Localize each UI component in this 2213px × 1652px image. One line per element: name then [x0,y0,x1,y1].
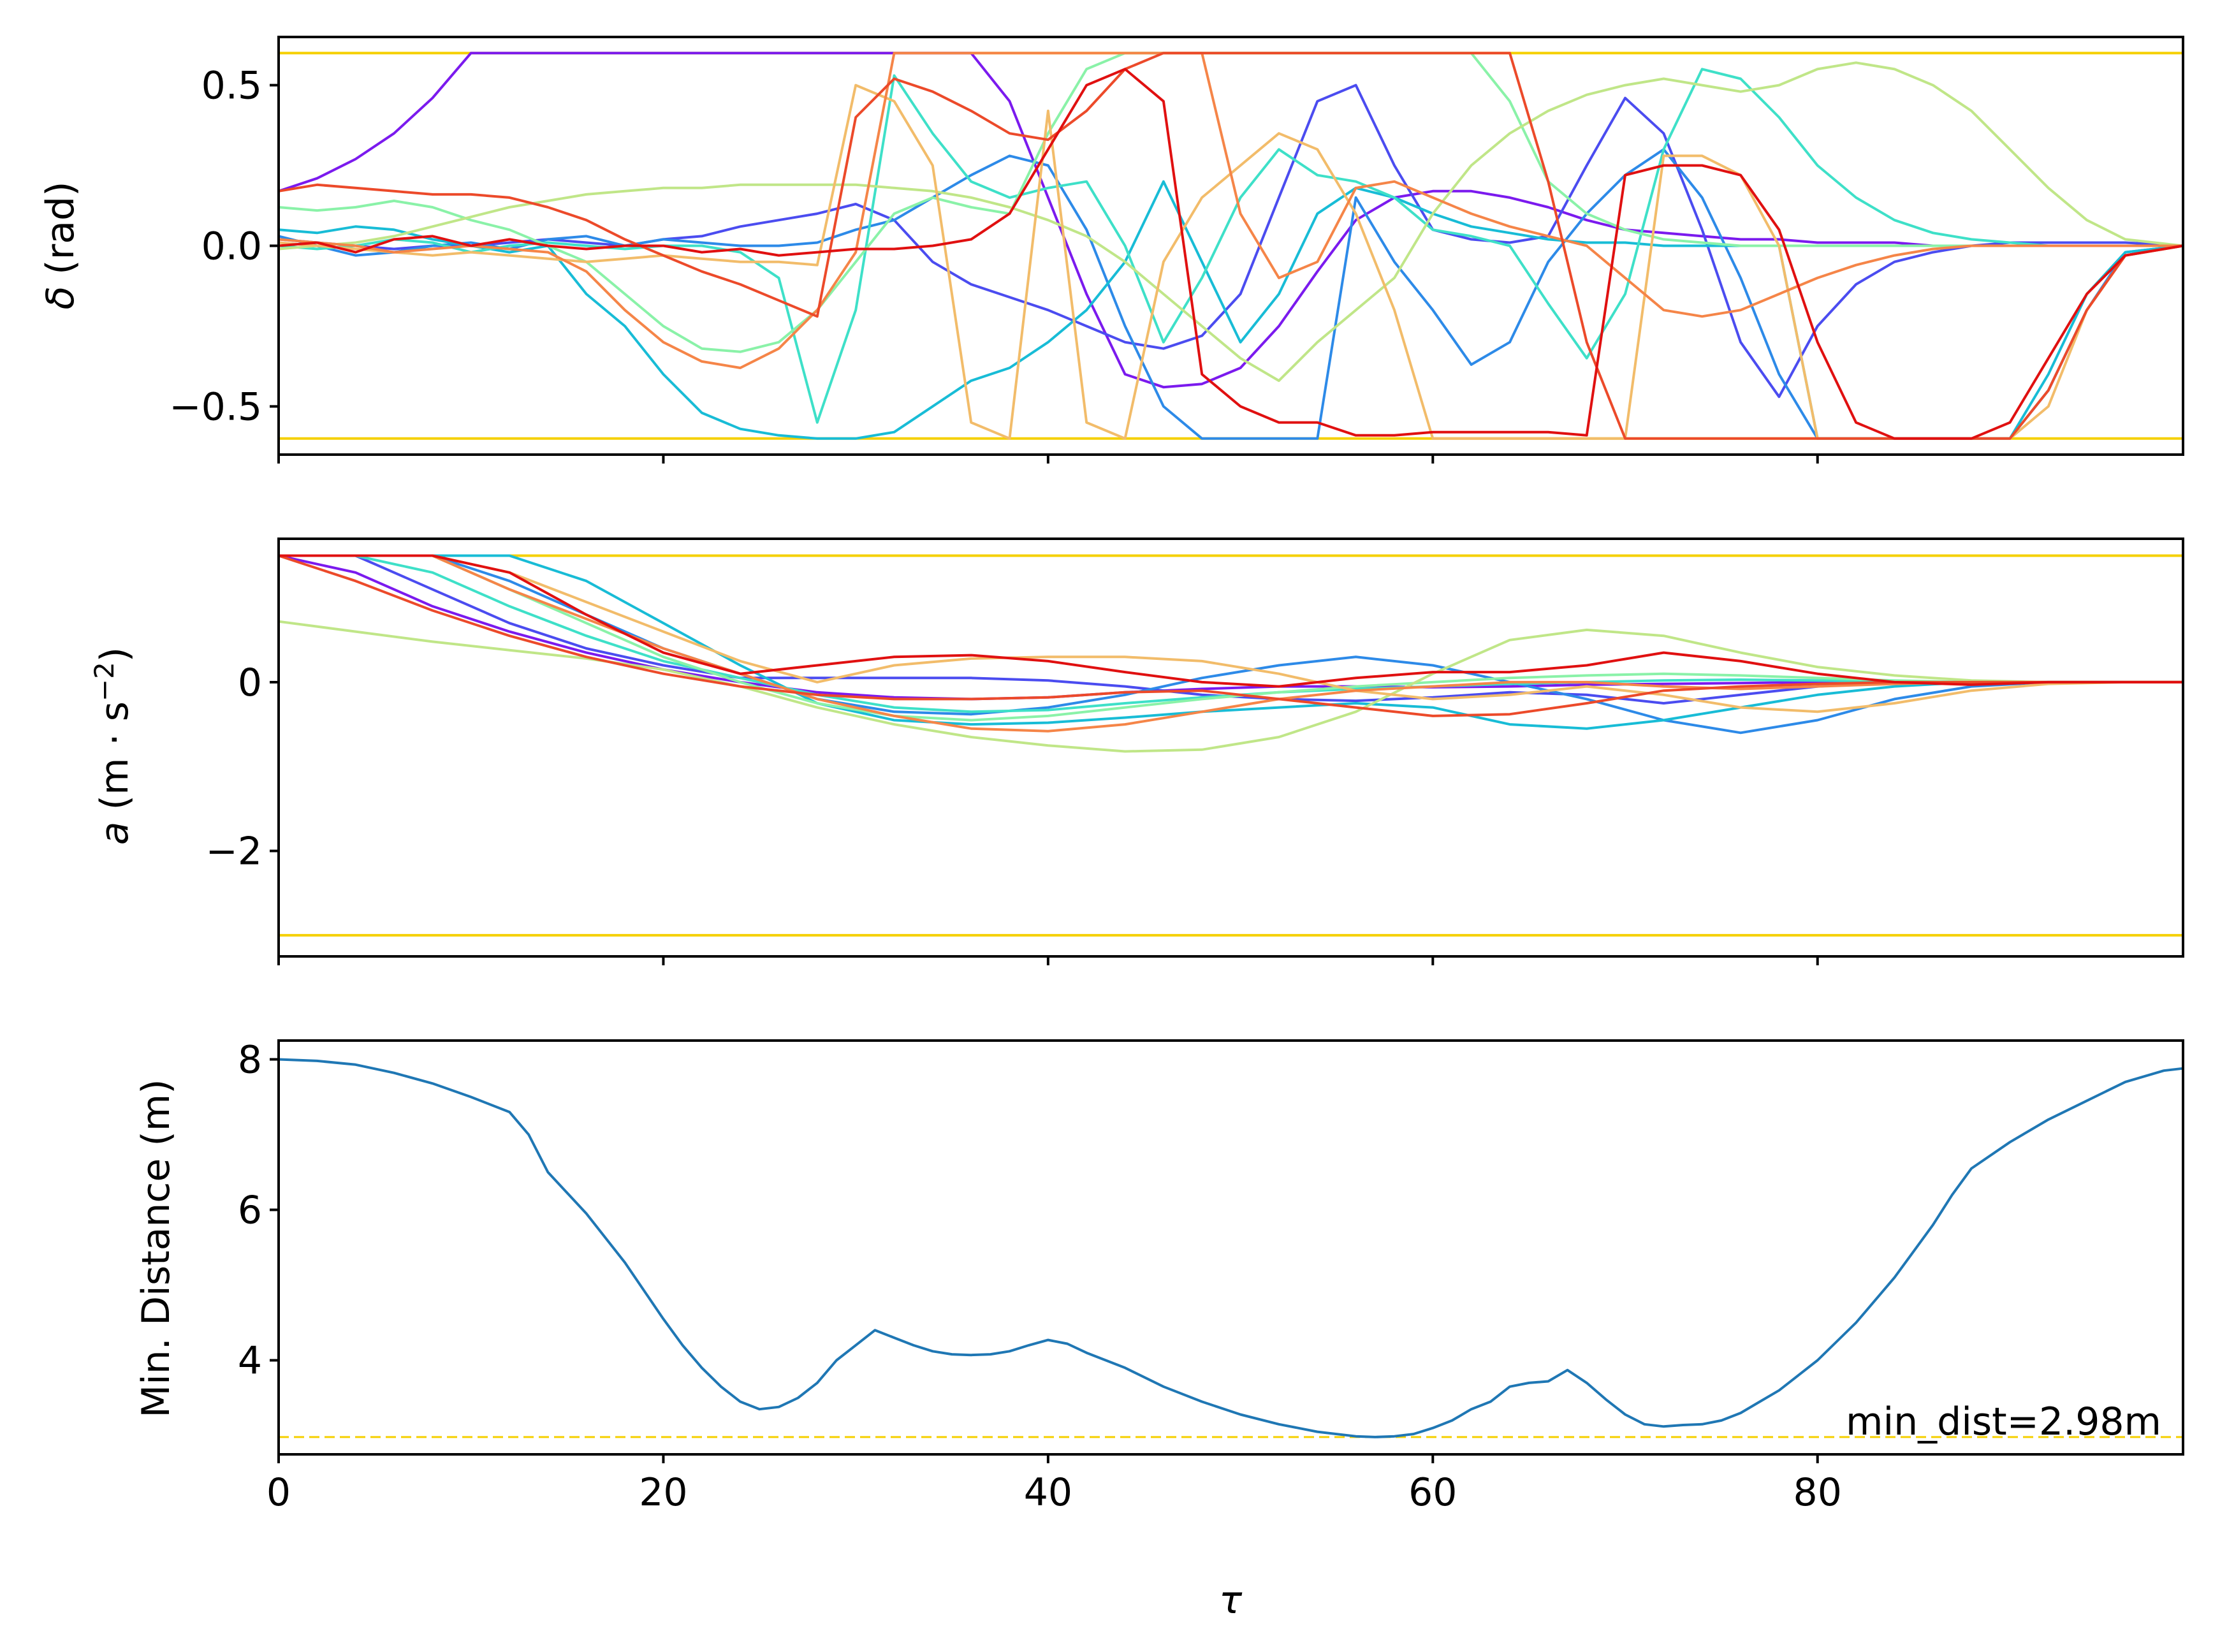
steering-panel: −0.5 0.0 0.5 δ (rad) [38,36,2184,464]
acceleration-y-tick-label-1: 0 [238,661,262,705]
steering-series-line-11 [278,68,2184,440]
distance-y-tick-label-2: 8 [238,1038,262,1083]
min-dist-annotation: min_dist=2.98m [1846,1400,2161,1444]
steering-series-line-5 [278,68,2183,424]
steering-y-tick-label-1: 0.0 [201,224,262,269]
acceleration-y-axis-label: a (m · s−2) [89,647,137,845]
x-tick-label-0: 0 [267,1470,291,1515]
steering-y-tick-label-0: −0.5 [169,384,262,429]
steering-series-line-10 [278,52,2184,440]
x-tick-label-80: 80 [1793,1470,1842,1515]
acceleration-series-line-10 [278,554,2183,717]
x-tick-label-40: 40 [1024,1470,1072,1515]
acceleration-series-line-11 [279,554,2183,688]
distance-y-tick-label-0: 4 [238,1339,262,1384]
acceleration-panel: −20 a(m · s−2) [89,537,2184,965]
distance-y-axis-label: Min. Distance (m) [134,1079,179,1417]
distance-axes-frame [277,1039,2184,1456]
acceleration-ticks: −2 0 [206,661,1819,965]
acceleration-y-axis-unit: (m · s [92,701,137,810]
acceleration-series-line-9 [279,554,2183,733]
acceleration-y-axis-close: ) [92,647,137,662]
steering-series [278,52,2184,440]
steering-y-axis-symbol: δ [38,286,83,310]
acceleration-y-axis-symbol: a [92,821,137,845]
acceleration-axes-frame [277,537,2184,958]
distance-panel: 0 20 40 60 80 4 6 8 Min. Distance (m) min_dist=… [134,1038,2184,1623]
x-tick-label-20: 20 [639,1470,687,1515]
acceleration-y-axis-exponent: −2 [89,662,120,701]
steering-y-axis-label: δ (rad) [38,181,83,309]
acceleration-y-tick-label-0: −2 [206,830,262,874]
steering-y-axis-unit: (rad) [38,181,83,274]
acceleration-series [278,554,2183,937]
acceleration-series-line-4 [279,554,2183,730]
steering-y-tick-label-2: 0.5 [201,64,262,108]
distance-series-line-1 [278,1058,2184,1438]
x-tick-label-60: 60 [1408,1470,1457,1515]
acceleration-series-line-8 [279,554,2183,713]
steering-series-line-1 [278,52,2183,389]
distance-y-tick-label-1: 6 [238,1188,262,1233]
distance-series [278,1058,2184,1438]
steering-series-line-2 [278,84,2184,398]
steering-series-line-7 [278,61,2184,383]
steering-series-line-9 [278,52,2183,369]
distance-ticks: 0 20 40 60 80 4 6 8 [238,1038,1842,1516]
steering-ticks: −0.5 0.0 0.5 [169,64,1819,464]
x-axis-label: τ [1219,1578,1243,1623]
